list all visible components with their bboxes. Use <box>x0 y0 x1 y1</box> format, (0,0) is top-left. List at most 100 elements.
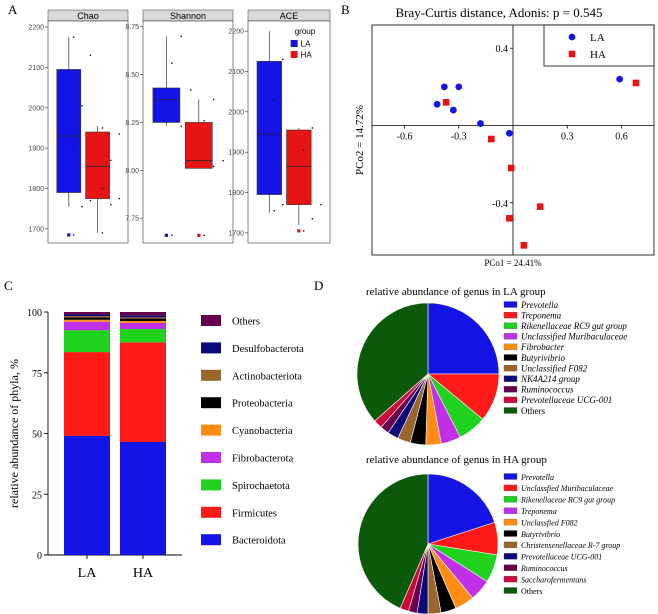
legend-label-actinobacteriota: Actinobacteriota <box>232 371 302 382</box>
jitter-point <box>302 230 305 232</box>
facet-title: ACE <box>280 11 299 21</box>
pie-title: relative abundance of genus in HA group <box>366 454 547 466</box>
legend-swatch-others <box>503 587 518 594</box>
y-tick-label: 2100 <box>28 65 44 72</box>
x-tick-label: -0.3 <box>451 132 467 143</box>
facet-shannon: Shannon 7.75 8.00 8.25 8.50 8.75 <box>125 9 234 244</box>
jitter-point <box>118 197 120 200</box>
jitter-point <box>311 127 314 129</box>
legend-label-butyrivibrio: Butyrivibrio <box>521 530 560 539</box>
outlier-point <box>297 229 301 233</box>
bar-segment-others <box>120 312 166 316</box>
legend-swatch-prevotellaceae-ucg-001 <box>503 553 518 560</box>
jitter-point <box>189 89 192 91</box>
box-body <box>256 61 282 195</box>
y-tick-label: 2000 <box>28 105 44 112</box>
box-body <box>56 69 82 193</box>
x-tick-label: HA <box>133 566 154 581</box>
legend-swatch-bacteroidota <box>201 534 221 546</box>
legend-swatch-ha <box>290 51 298 58</box>
legend-swatch-butyrivibrio <box>503 530 518 537</box>
x-tick-label: 0.3 <box>561 132 574 143</box>
bar-segment-spirochaetota <box>120 329 166 343</box>
y-tick-label: 100 <box>27 308 42 319</box>
jitter-point <box>81 104 83 107</box>
legend-label-prevotellaceae-ucg-001: Prevotellaceae UCG-001 <box>520 553 602 562</box>
series-la <box>433 75 624 137</box>
jitter-point <box>222 159 224 162</box>
y-tick-label: 2200 <box>28 25 44 32</box>
jitter-point <box>203 119 205 122</box>
scatter-title: Bray-Curtis distance, Adonis: p = 0.545 <box>395 5 602 20</box>
legend-label-la: LA <box>590 32 605 44</box>
box-la <box>152 35 192 237</box>
legend-label-prevotella: Prevotella <box>520 300 559 310</box>
bar-segment-firmicutes <box>64 352 110 436</box>
jitter-point <box>72 234 75 236</box>
legend-swatch-fibrobacter <box>503 343 518 351</box>
box-body <box>286 129 312 205</box>
y-tick-label: -0.4 <box>492 199 508 210</box>
legend-swatch-la <box>290 40 298 47</box>
bar-segment-desulfobacterota <box>64 314 110 317</box>
jitter-point <box>101 232 104 234</box>
legend-label-bacteroidota: Bacteroidota <box>232 536 286 547</box>
legend-box <box>543 24 655 67</box>
y-tick-label: 2100 <box>228 69 244 76</box>
legend-swatch-prevotella <box>503 473 518 480</box>
legend-label-prevotellaceae-ucg-001: Prevotellaceae UCG-001 <box>520 395 612 405</box>
legend-label-rikenellaceae-rc9-gut-group: Rikenellaceae RC9 gut group <box>520 496 615 505</box>
legend-swatch-unclassified-f082 <box>503 364 518 372</box>
y-tick-label: 1800 <box>228 190 244 197</box>
jitter-point <box>89 199 92 202</box>
legend-label-desulfobacterota: Desulfobacterota <box>232 344 304 355</box>
box-ha <box>185 98 224 237</box>
facet-title: Shannon <box>170 11 206 21</box>
jitter-point <box>171 62 173 64</box>
facet-ace: ACE 1700 1800 1900 2000 2100 2200 group LA HA <box>228 9 331 244</box>
jitter-point <box>212 98 215 101</box>
panel-letter-a: A <box>8 2 18 17</box>
y-tick-label: 1700 <box>28 226 44 233</box>
jitter-point <box>110 159 112 162</box>
bar-segment-cyanobacteria <box>120 320 166 323</box>
bar-segment-fibrobacterota <box>64 321 110 331</box>
data-point <box>520 242 528 249</box>
panel-letter-c: C <box>4 278 13 293</box>
y-tick-label: 8.00 <box>125 168 139 175</box>
x-axis-label: PCo1 = 24.41% <box>484 258 542 268</box>
bar-legend: Others Desulfobacterota Actinobacteriota Pr… <box>201 315 304 547</box>
jitter-point <box>81 205 83 208</box>
legend-swatch-unclassfied-muribaculaceae <box>503 484 518 492</box>
jitter-point <box>311 217 314 220</box>
box-body <box>85 131 110 199</box>
data-point <box>440 83 448 91</box>
pie-slice-others <box>356 302 429 422</box>
y-tick-label: 50 <box>32 430 42 441</box>
facet-chao: Chao 1700 1800 1900 2000 2100 2200 <box>28 9 129 244</box>
legend-swatch-ruminococcus <box>503 564 518 571</box>
bar-segment-fibrobacterota <box>120 322 166 330</box>
jitter-point <box>273 98 276 101</box>
genus-pie-charts: relative abundance of genus in LA group P… <box>356 286 627 614</box>
legend-swatch-others <box>201 315 221 326</box>
legend-label-saccharofermentans: Saccharofermentans <box>521 575 586 584</box>
y-tick-label: 8.50 <box>125 72 139 79</box>
legend-label-cyanobacteria: Cyanobacteria <box>232 426 293 437</box>
y-tick-label: 75 <box>32 369 42 380</box>
bar-segment-cyanobacteria <box>64 319 110 322</box>
legend-label-spirochaetota: Spirochaetota <box>232 481 290 492</box>
legend-label-others: Others <box>521 406 545 416</box>
bar-stack-la <box>64 312 110 555</box>
scatter-legend: LA HA <box>543 24 655 67</box>
legend-swatch-rikenellaceae-rc9-gut-group <box>503 322 518 329</box>
panel-letter-b: B <box>341 2 350 17</box>
jitter-point <box>212 165 215 168</box>
jitter-point <box>101 127 104 129</box>
legend-label-ha: HA <box>590 49 606 61</box>
legend-label-others: Others <box>232 317 260 328</box>
legend-swatch-butyrivibrio <box>503 354 518 361</box>
legend-swatch-spirochaetota <box>201 479 221 491</box>
jitter-point <box>72 145 75 147</box>
